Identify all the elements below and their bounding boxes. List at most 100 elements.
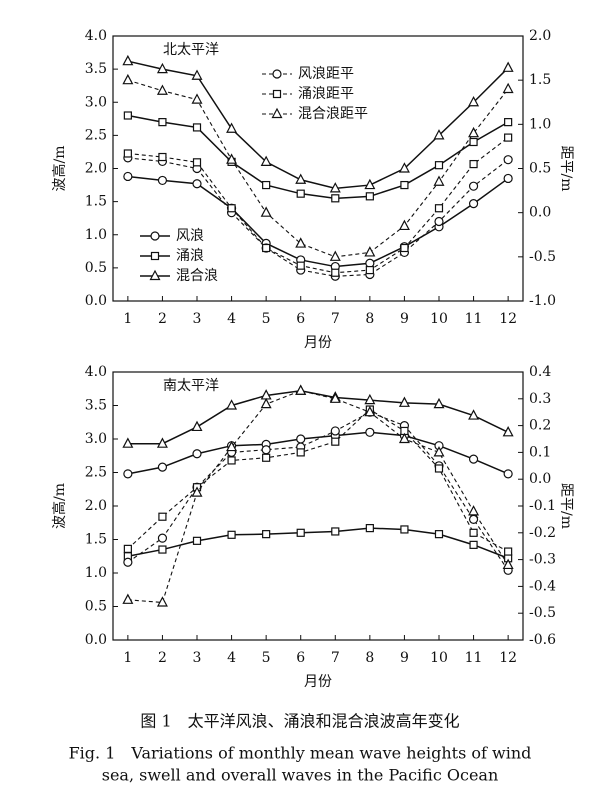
marker bbox=[398, 219, 410, 231]
marker bbox=[434, 530, 444, 539]
marker bbox=[295, 384, 307, 395]
y-axis-label: 波高/m bbox=[51, 146, 68, 192]
marker bbox=[226, 122, 238, 133]
marker bbox=[260, 397, 272, 409]
marker bbox=[433, 175, 445, 186]
x-tick-label: 10 bbox=[430, 311, 448, 327]
marker bbox=[156, 437, 168, 448]
marker bbox=[296, 528, 305, 537]
x-tick-label: 9 bbox=[400, 311, 409, 327]
marker bbox=[433, 446, 445, 457]
marker bbox=[365, 427, 375, 437]
series-line bbox=[127, 390, 509, 604]
y-tick-label: 1.5 bbox=[85, 194, 107, 210]
y-tick-label: 3.5 bbox=[85, 61, 107, 77]
marker bbox=[158, 118, 167, 127]
marker bbox=[398, 162, 410, 173]
marker bbox=[503, 469, 513, 479]
y2-tick-label: -0.2 bbox=[529, 525, 556, 541]
marker bbox=[122, 593, 134, 604]
y2-tick-label: 2.0 bbox=[529, 28, 551, 44]
marker bbox=[364, 246, 376, 257]
legend-marker bbox=[150, 231, 160, 241]
marker bbox=[434, 204, 444, 213]
series-line bbox=[127, 114, 509, 200]
marker bbox=[468, 454, 479, 464]
marker bbox=[262, 530, 271, 539]
marker bbox=[261, 445, 271, 455]
chart-title: 北太平洋 bbox=[163, 42, 219, 58]
marker bbox=[158, 512, 167, 521]
legend-marker bbox=[150, 251, 160, 261]
marker bbox=[398, 432, 410, 444]
marker bbox=[433, 129, 445, 140]
y-tick-label: 2.5 bbox=[85, 465, 107, 481]
y2-tick-label: -0.1 bbox=[529, 498, 556, 514]
y-tick-label: 4.0 bbox=[85, 364, 107, 380]
marker bbox=[156, 62, 168, 74]
series-line bbox=[127, 79, 509, 258]
caption-en: sea, swell and overall waves in the Paci… bbox=[102, 766, 499, 785]
marker bbox=[296, 189, 305, 198]
y2-tick-label: 0.0 bbox=[529, 205, 551, 221]
x-tick-label: 2 bbox=[158, 311, 167, 327]
y-tick-label: 2.0 bbox=[85, 161, 107, 177]
marker bbox=[502, 558, 514, 570]
marker bbox=[226, 399, 238, 410]
marker bbox=[157, 175, 168, 186]
series-line bbox=[127, 408, 509, 553]
marker bbox=[192, 158, 202, 167]
y2-tick-label: 0.1 bbox=[529, 444, 551, 460]
series-line bbox=[127, 431, 509, 475]
marker bbox=[503, 173, 513, 184]
y2-tick-label: -1.0 bbox=[529, 293, 556, 309]
series-line bbox=[127, 411, 509, 571]
marker bbox=[331, 194, 340, 203]
legend-label: 混合浪距平 bbox=[298, 106, 368, 122]
marker bbox=[192, 123, 202, 132]
marker bbox=[122, 73, 134, 85]
x-tick-label: 3 bbox=[193, 650, 202, 666]
legend-label: 风浪距平 bbox=[298, 66, 354, 82]
legend-label: 涌浪距平 bbox=[298, 86, 354, 102]
legend-label: 涌浪 bbox=[176, 248, 204, 264]
marker bbox=[192, 449, 202, 459]
marker bbox=[227, 530, 236, 539]
marker bbox=[123, 469, 133, 479]
y-tick-label: 0.0 bbox=[85, 293, 107, 309]
y-tick-label: 1.5 bbox=[85, 532, 107, 548]
y2-tick-label: 0.2 bbox=[529, 418, 551, 434]
y-tick-label: 1.0 bbox=[85, 227, 107, 243]
x-tick-label: 1 bbox=[123, 311, 132, 327]
marker bbox=[260, 206, 272, 217]
marker bbox=[123, 544, 132, 553]
marker bbox=[262, 243, 271, 253]
marker bbox=[192, 536, 202, 545]
y2-tick-label: -0.4 bbox=[529, 578, 556, 594]
marker bbox=[191, 420, 203, 432]
x-tick-label: 9 bbox=[400, 650, 409, 666]
x-tick-label: 6 bbox=[296, 311, 305, 327]
marker bbox=[191, 69, 203, 80]
y-axis-label: 波高/m bbox=[51, 483, 68, 529]
marker bbox=[295, 237, 307, 248]
marker bbox=[156, 84, 168, 95]
y-tick-label: 0.5 bbox=[85, 599, 107, 615]
marker bbox=[156, 596, 168, 607]
marker bbox=[400, 525, 409, 534]
legend-marker bbox=[272, 69, 282, 79]
y-tick-label: 2.0 bbox=[85, 498, 107, 514]
marker bbox=[502, 61, 514, 72]
marker bbox=[122, 54, 134, 66]
chart-title: 南太平洋 bbox=[163, 378, 219, 394]
marker bbox=[365, 524, 374, 533]
marker bbox=[504, 547, 513, 556]
y2-tick-label: -0.6 bbox=[529, 632, 556, 648]
legend-marker bbox=[149, 269, 161, 281]
marker bbox=[227, 204, 236, 213]
marker bbox=[365, 265, 374, 275]
marker bbox=[123, 149, 132, 158]
marker bbox=[400, 243, 409, 253]
marker bbox=[329, 392, 341, 403]
